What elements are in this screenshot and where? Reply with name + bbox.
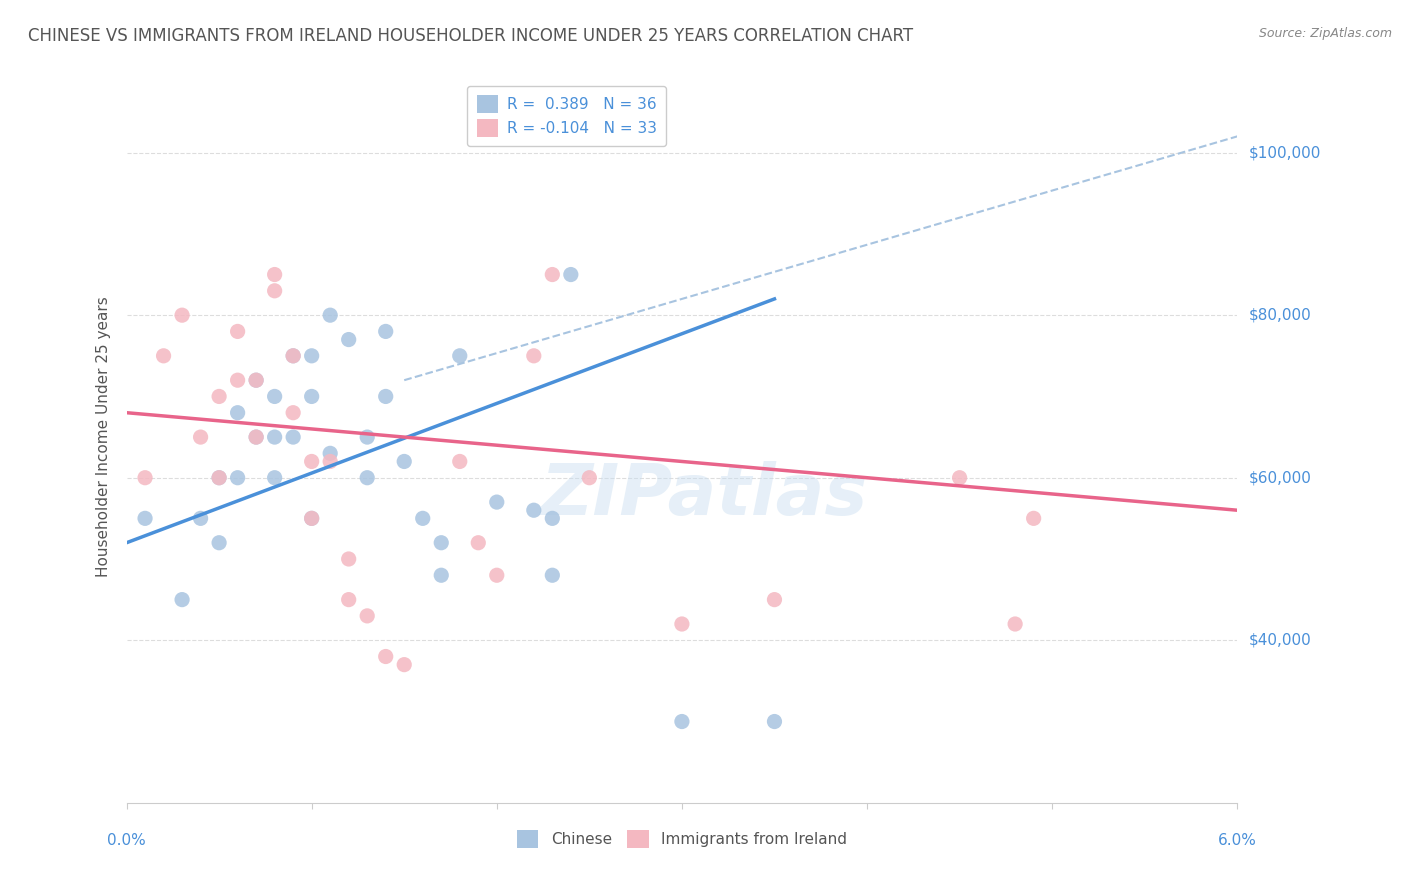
Point	[949, 471, 972, 485]
Point	[541, 511, 564, 525]
Point	[263, 430, 285, 444]
Point	[226, 325, 249, 339]
Text: CHINESE VS IMMIGRANTS FROM IRELAND HOUSEHOLDER INCOME UNDER 25 YEARS CORRELATION: CHINESE VS IMMIGRANTS FROM IRELAND HOUSE…	[28, 27, 914, 45]
Point	[430, 535, 453, 549]
Point	[190, 430, 212, 444]
Point	[541, 568, 564, 582]
Point	[281, 349, 305, 363]
Point	[281, 430, 305, 444]
Point	[1022, 511, 1045, 525]
Point	[412, 511, 434, 525]
Point	[245, 373, 267, 387]
Point	[281, 349, 305, 363]
Point	[208, 471, 231, 485]
Point	[245, 373, 267, 387]
Point	[319, 308, 342, 322]
Point	[449, 349, 471, 363]
Point	[281, 406, 305, 420]
Point	[671, 617, 693, 632]
Point	[449, 454, 471, 468]
Point	[578, 471, 600, 485]
Text: 6.0%: 6.0%	[1218, 833, 1257, 848]
Point	[337, 333, 360, 347]
Point	[560, 268, 582, 282]
Point	[263, 471, 285, 485]
Point	[485, 495, 508, 509]
Point	[226, 373, 249, 387]
Text: 0.0%: 0.0%	[107, 833, 146, 848]
Point	[301, 349, 323, 363]
Point	[263, 268, 285, 282]
Text: ZIPatlas: ZIPatlas	[540, 461, 868, 530]
Point	[134, 511, 156, 525]
Point	[430, 568, 453, 582]
Point	[337, 592, 360, 607]
Point	[319, 454, 342, 468]
Point	[245, 430, 267, 444]
Point	[356, 430, 378, 444]
Point	[263, 389, 285, 403]
Point	[226, 406, 249, 420]
Text: $40,000: $40,000	[1249, 632, 1312, 648]
Point	[208, 471, 231, 485]
Point	[319, 446, 342, 460]
Point	[152, 349, 174, 363]
Point	[356, 471, 378, 485]
Point	[263, 284, 285, 298]
Point	[374, 389, 396, 403]
Text: $80,000: $80,000	[1249, 308, 1312, 323]
Point	[245, 430, 267, 444]
Text: $60,000: $60,000	[1249, 470, 1312, 485]
Point	[172, 308, 194, 322]
Point	[190, 511, 212, 525]
Point	[523, 503, 546, 517]
Text: Source: ZipAtlas.com: Source: ZipAtlas.com	[1258, 27, 1392, 40]
Point	[541, 268, 564, 282]
Point	[301, 389, 323, 403]
Point	[374, 649, 396, 664]
Text: $100,000: $100,000	[1249, 145, 1320, 161]
Point	[671, 714, 693, 729]
Point	[226, 471, 249, 485]
Point	[374, 325, 396, 339]
Point	[337, 552, 360, 566]
Point	[394, 454, 416, 468]
Y-axis label: Householder Income Under 25 years: Householder Income Under 25 years	[96, 297, 111, 577]
Point	[763, 592, 786, 607]
Point	[523, 349, 546, 363]
Point	[394, 657, 416, 672]
Point	[208, 535, 231, 549]
Point	[134, 471, 156, 485]
Point	[172, 592, 194, 607]
Point	[301, 511, 323, 525]
Point	[1004, 617, 1026, 632]
Point	[763, 714, 786, 729]
Point	[467, 535, 489, 549]
Point	[301, 511, 323, 525]
Point	[485, 568, 508, 582]
Point	[301, 454, 323, 468]
Point	[356, 608, 378, 623]
Legend: Chinese, Immigrants from Ireland: Chinese, Immigrants from Ireland	[510, 824, 853, 854]
Point	[208, 389, 231, 403]
